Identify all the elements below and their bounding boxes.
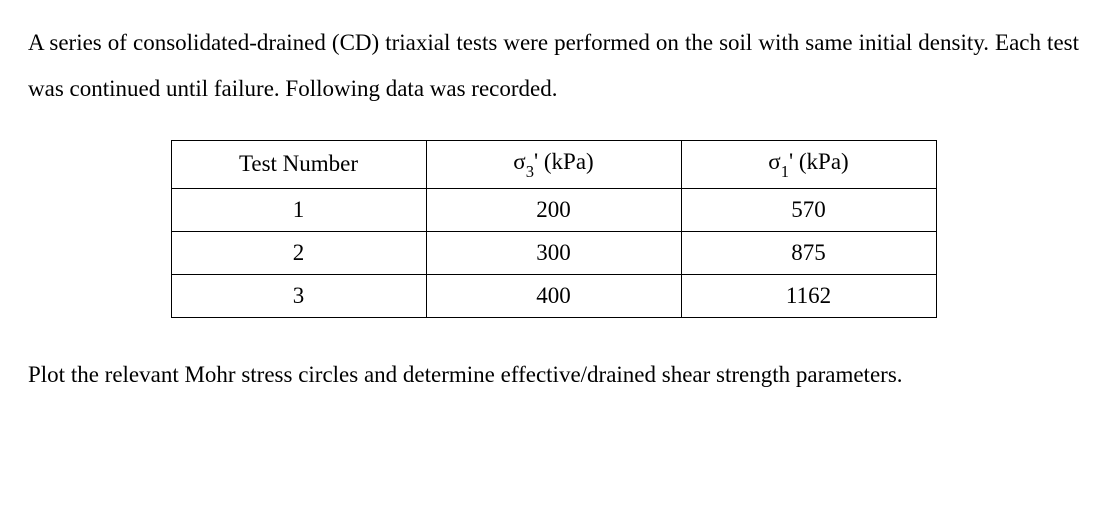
header-test-number: Test Number — [171, 141, 426, 189]
outro-paragraph: Plot the relevant Mohr stress circles an… — [28, 352, 1079, 398]
header-sigma3-subscript: 3 — [526, 162, 534, 181]
header-sigma1-subscript: 1 — [781, 162, 789, 181]
table-row: 2 300 875 — [171, 231, 936, 274]
cell-sigma3: 200 — [426, 188, 681, 231]
cell-sigma3: 300 — [426, 231, 681, 274]
table-row: 1 200 570 — [171, 188, 936, 231]
header-sigma3-unit: ' (kPa) — [534, 149, 594, 174]
data-table-wrapper: Test Number σ3' (kPa) σ1' (kPa) 1 200 57… — [28, 140, 1079, 318]
cell-sigma1: 1162 — [681, 274, 936, 317]
triaxial-test-table: Test Number σ3' (kPa) σ1' (kPa) 1 200 57… — [171, 140, 937, 318]
cell-test-number: 3 — [171, 274, 426, 317]
header-sigma1: σ1' (kPa) — [681, 141, 936, 189]
header-sigma1-symbol: σ — [768, 149, 780, 174]
header-sigma3-symbol: σ — [513, 149, 525, 174]
intro-paragraph: A series of consolidated-drained (CD) tr… — [28, 20, 1079, 112]
header-sigma3: σ3' (kPa) — [426, 141, 681, 189]
cell-test-number: 2 — [171, 231, 426, 274]
table-header-row: Test Number σ3' (kPa) σ1' (kPa) — [171, 141, 936, 189]
cell-sigma1: 875 — [681, 231, 936, 274]
cell-sigma1: 570 — [681, 188, 936, 231]
table-row: 3 400 1162 — [171, 274, 936, 317]
cell-test-number: 1 — [171, 188, 426, 231]
cell-sigma3: 400 — [426, 274, 681, 317]
header-sigma1-unit: ' (kPa) — [789, 149, 849, 174]
